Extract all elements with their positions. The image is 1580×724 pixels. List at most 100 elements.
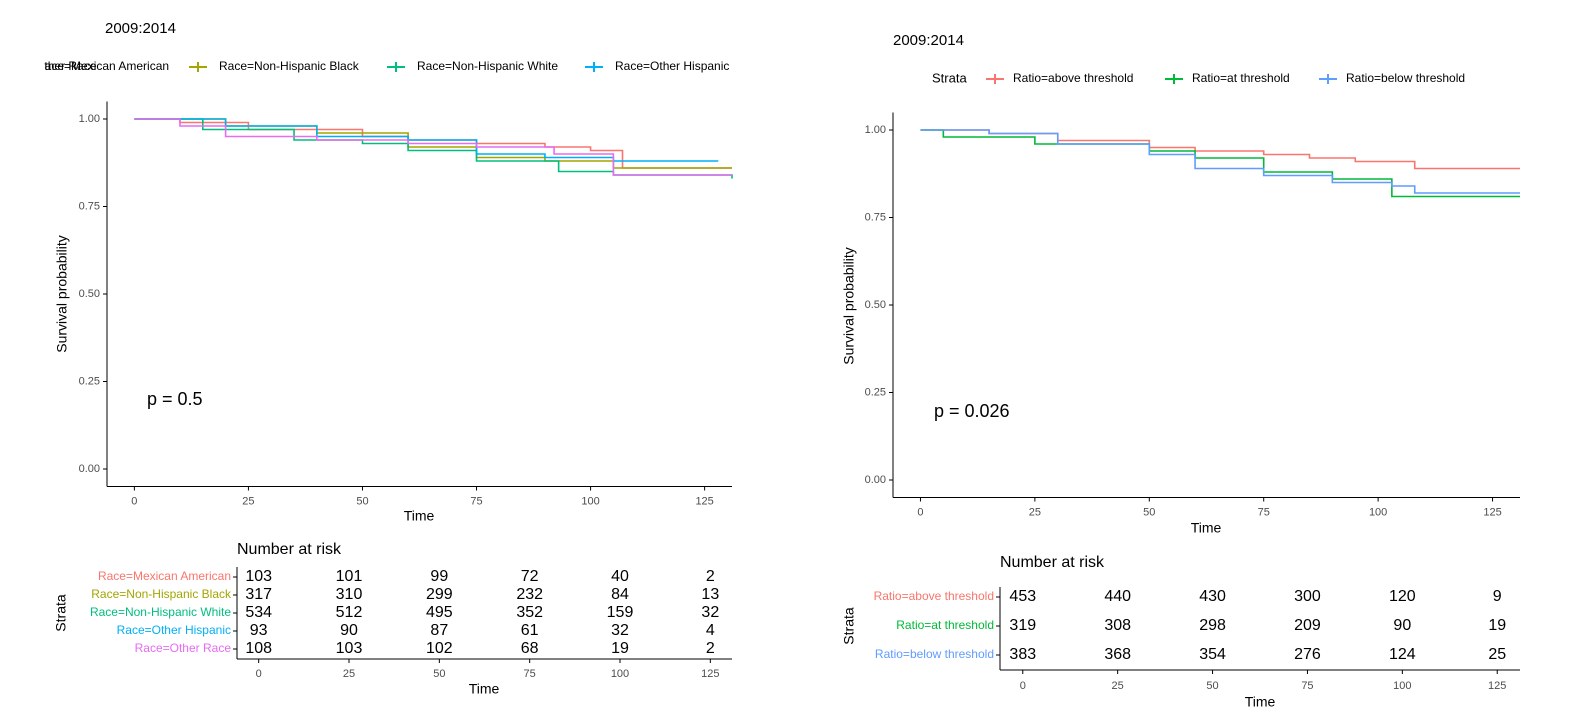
risk-y-axis-label: Strata — [841, 607, 857, 645]
risk-x-tick-label: 100 — [611, 668, 629, 680]
risk-x-tick-label: 100 — [1393, 680, 1411, 692]
risk-value: 40 — [611, 568, 629, 585]
risk-value: 103 — [336, 640, 363, 657]
risk-y-axis-label: Strata — [53, 594, 69, 632]
risk-value: 495 — [426, 604, 453, 621]
x-tick-label: 0 — [131, 495, 137, 507]
legend-label: Race=Other Race — [0, 59, 97, 73]
risk-x-tick-label: 125 — [701, 668, 719, 680]
y-tick-label: 1.00 — [865, 124, 886, 136]
risk-value: 19 — [1488, 617, 1506, 634]
legend: Race=Mexican American Race=Non-Hispanic B… — [0, 59, 729, 73]
survival-curve — [920, 129, 1520, 170]
legend-title: Strata — [932, 70, 967, 85]
risk-value: 512 — [336, 604, 363, 621]
risk-value: 300 — [1294, 588, 1321, 605]
x-tick-label: 0 — [917, 506, 923, 518]
x-tick-label: 125 — [695, 495, 713, 507]
risk-row-label: Race=Non-Hispanic Black — [91, 587, 232, 601]
risk-value: 159 — [607, 604, 634, 621]
risk-value: 2 — [706, 640, 715, 657]
legend-label: Ratio=below threshold — [1346, 71, 1465, 85]
risk-x-tick-label: 0 — [256, 668, 262, 680]
survival-curve — [920, 129, 1520, 194]
annotation: p = 0.026 — [934, 401, 1010, 421]
risk-value: 298 — [1199, 617, 1226, 634]
x-tick-label: 125 — [1483, 506, 1501, 518]
risk-x-tick-label: 125 — [1488, 680, 1506, 692]
risk-value: 124 — [1389, 646, 1416, 663]
y-tick-label: 0.50 — [865, 299, 886, 311]
risk-table-title: Number at risk — [237, 541, 342, 558]
x-tick-label: 100 — [581, 495, 599, 507]
survival-curve — [920, 129, 1520, 198]
y-tick-label: 0.25 — [865, 386, 886, 398]
risk-value: 310 — [336, 586, 363, 603]
risk-value: 84 — [611, 586, 629, 603]
risk-value: 61 — [521, 622, 539, 639]
risk-value: 308 — [1104, 617, 1131, 634]
legend-label: Ratio=above threshold — [1013, 71, 1133, 85]
risk-value: 19 — [611, 640, 629, 657]
x-tick-label: 50 — [356, 495, 368, 507]
risk-value: 276 — [1294, 646, 1321, 663]
risk-value: 72 — [521, 568, 539, 585]
x-tick-label: 50 — [1143, 506, 1155, 518]
y-tick-label: 0.00 — [79, 463, 100, 475]
risk-value: 108 — [245, 640, 272, 657]
x-tick-label: 25 — [242, 495, 254, 507]
risk-x-axis-label: Time — [469, 681, 500, 697]
risk-value: 2 — [706, 568, 715, 585]
risk-value: 120 — [1389, 588, 1416, 605]
risk-x-tick-label: 25 — [343, 668, 355, 680]
x-tick-label: 75 — [1258, 506, 1270, 518]
risk-value: 13 — [701, 586, 719, 603]
survival-curve — [134, 118, 732, 176]
legend-label: Race=Non-Hispanic Black — [219, 59, 360, 73]
risk-row-label: Race=Other Hispanic — [117, 623, 231, 637]
y-tick-label: 0.50 — [79, 288, 100, 300]
x-tick-label: 100 — [1369, 506, 1387, 518]
legend-label: Ratio=at threshold — [1192, 71, 1290, 85]
risk-table-title: Number at risk — [1000, 554, 1105, 571]
risk-value: 101 — [336, 568, 363, 585]
risk-row-label: Ratio=below threshold — [875, 647, 994, 661]
risk-value: 534 — [245, 604, 272, 621]
chart-title: 2009:2014 — [105, 20, 176, 37]
risk-row-label: Ratio=above threshold — [874, 589, 994, 603]
x-tick-label: 75 — [470, 495, 482, 507]
risk-row-label: Ratio=at threshold — [896, 618, 994, 632]
risk-value: 4 — [706, 622, 715, 639]
survival-curve — [134, 118, 719, 162]
risk-value: 103 — [245, 568, 272, 585]
risk-value: 232 — [516, 586, 543, 603]
y-tick-label: 0.75 — [865, 211, 886, 223]
risk-value: 90 — [340, 622, 358, 639]
legend-label: Race=Other Hispanic — [615, 59, 729, 73]
risk-value: 99 — [430, 568, 448, 585]
risk-value: 68 — [521, 640, 539, 657]
legend: Strata Ratio=above threshold Ratio=at thre… — [932, 70, 1465, 85]
risk-x-tick-label: 50 — [1206, 680, 1218, 692]
y-tick-label: 0.00 — [865, 474, 886, 486]
risk-row-label: Race=Other Race — [135, 641, 232, 655]
risk-value: 453 — [1009, 588, 1036, 605]
risk-value: 102 — [426, 640, 453, 657]
risk-x-tick-label: 75 — [1301, 680, 1313, 692]
x-axis-label: Time — [1191, 520, 1222, 536]
y-tick-label: 1.00 — [79, 113, 100, 125]
legend-label: Race=Mexican American — [36, 59, 169, 73]
risk-value: 317 — [245, 586, 272, 603]
risk-value: 354 — [1199, 646, 1226, 663]
annotation: p = 0.5 — [147, 389, 203, 409]
risk-value: 25 — [1488, 646, 1506, 663]
risk-value: 383 — [1009, 646, 1036, 663]
risk-value: 32 — [701, 604, 719, 621]
risk-value: 87 — [430, 622, 448, 639]
risk-x-tick-label: 75 — [524, 668, 536, 680]
risk-x-axis-label: Time — [1245, 694, 1276, 710]
risk-row-label: Race=Mexican American — [98, 569, 231, 583]
legend-label: Race=Non-Hispanic White — [417, 59, 558, 73]
